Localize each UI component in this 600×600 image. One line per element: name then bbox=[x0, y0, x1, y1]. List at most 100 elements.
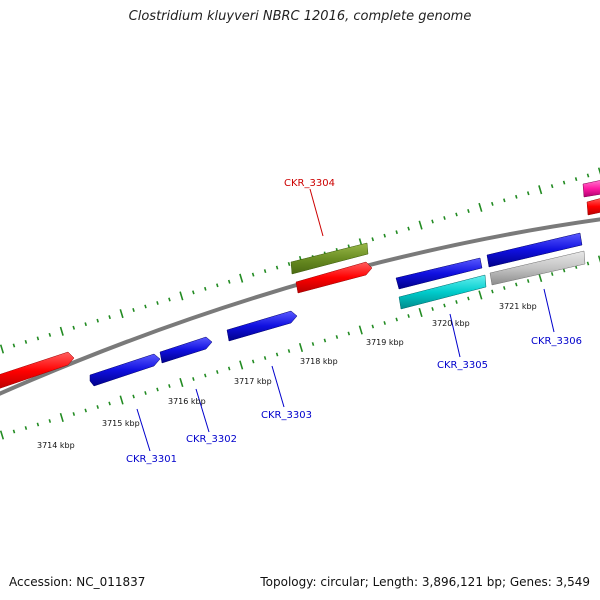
feature-ckr-3302 bbox=[159, 336, 213, 364]
major-tick bbox=[418, 220, 423, 230]
major-tick bbox=[59, 412, 64, 423]
minor-tick bbox=[132, 394, 135, 399]
minor-tick bbox=[287, 349, 291, 353]
leader-ckr-3306 bbox=[543, 288, 555, 333]
minor-tick bbox=[515, 282, 518, 287]
minor-tick bbox=[24, 339, 28, 344]
minor-tick bbox=[395, 317, 398, 322]
major-tick bbox=[538, 272, 543, 283]
minor-tick bbox=[24, 426, 28, 430]
minor-tick bbox=[168, 384, 171, 388]
major-tick bbox=[119, 309, 124, 319]
minor-tick bbox=[526, 279, 530, 283]
minor-tick bbox=[287, 262, 291, 267]
major-tick bbox=[239, 273, 244, 283]
minor-tick bbox=[36, 422, 40, 427]
minor-tick bbox=[526, 191, 530, 196]
kbp-label-3715: 3715 kbp bbox=[102, 419, 140, 428]
minor-tick bbox=[84, 408, 87, 413]
minor-tick bbox=[96, 318, 99, 323]
gene-label-ckr-3304[interactable]: CKR_3304 bbox=[284, 178, 335, 189]
minor-tick bbox=[168, 297, 171, 302]
kbp-label-3718: 3718 kbp bbox=[300, 357, 338, 366]
leader-ckr-3304 bbox=[309, 188, 324, 237]
major-tick bbox=[418, 307, 423, 318]
minor-tick bbox=[395, 230, 398, 235]
leader-ckr-3301 bbox=[136, 408, 151, 452]
gene-label-ckr-3305[interactable]: CKR_3305 bbox=[437, 360, 488, 371]
minor-tick bbox=[156, 301, 159, 305]
minor-tick bbox=[347, 331, 351, 336]
minor-tick bbox=[275, 352, 279, 357]
tick-ring-inner bbox=[0, 255, 600, 440]
minor-tick bbox=[503, 198, 506, 203]
minor-tick bbox=[323, 338, 327, 343]
minor-tick bbox=[156, 387, 159, 392]
minor-tick bbox=[586, 261, 590, 266]
minor-tick bbox=[251, 272, 255, 277]
minor-tick bbox=[491, 201, 494, 206]
major-tick bbox=[597, 255, 600, 263]
kbp-label-3716: 3716 kbp bbox=[168, 397, 206, 406]
minor-tick bbox=[443, 216, 446, 220]
minor-tick bbox=[383, 233, 386, 238]
leader-ckr-3302 bbox=[195, 388, 210, 433]
minor-tick bbox=[204, 286, 207, 291]
minor-tick bbox=[562, 268, 566, 273]
minor-tick bbox=[72, 325, 76, 330]
minor-tick bbox=[12, 343, 16, 348]
feature-magenta-edge bbox=[582, 180, 600, 198]
gene-label-ckr-3301[interactable]: CKR_3301 bbox=[126, 454, 177, 465]
tick-ring-outer bbox=[0, 167, 600, 354]
major-tick bbox=[0, 430, 5, 440]
minor-tick bbox=[227, 279, 231, 284]
minor-tick bbox=[216, 283, 219, 288]
minor-tick bbox=[48, 419, 52, 423]
minor-tick bbox=[36, 336, 40, 341]
major-tick bbox=[239, 360, 244, 370]
major-tick bbox=[298, 342, 304, 353]
major-tick bbox=[478, 202, 483, 212]
leader-ckr-3303 bbox=[271, 365, 285, 408]
feature-ckr-3301 bbox=[89, 353, 161, 387]
minor-tick bbox=[275, 265, 279, 270]
gene-label-ckr-3303[interactable]: CKR_3303 bbox=[261, 410, 312, 421]
kbp-label-3721: 3721 kbp bbox=[499, 302, 537, 311]
minor-tick bbox=[251, 359, 255, 364]
minor-tick bbox=[192, 290, 195, 295]
feature-red-middle bbox=[295, 261, 373, 294]
minor-tick bbox=[407, 226, 410, 231]
minor-tick bbox=[335, 335, 339, 339]
minor-tick bbox=[108, 315, 111, 320]
major-tick bbox=[597, 167, 600, 175]
major-tick bbox=[478, 290, 483, 300]
minor-tick bbox=[371, 237, 375, 242]
gene-label-ckr-3302[interactable]: CKR_3302 bbox=[186, 434, 237, 445]
minor-tick bbox=[144, 304, 147, 309]
minor-tick bbox=[491, 289, 494, 294]
minor-tick bbox=[84, 322, 87, 327]
minor-tick bbox=[96, 405, 99, 409]
feature-ckr-3305 bbox=[395, 257, 483, 290]
minor-tick bbox=[455, 300, 458, 304]
minor-tick bbox=[12, 429, 16, 434]
minor-tick bbox=[550, 272, 554, 276]
feature-ckr-3304 bbox=[290, 242, 369, 275]
minor-tick bbox=[467, 208, 470, 213]
minor-tick bbox=[227, 366, 231, 371]
major-tick bbox=[179, 291, 184, 301]
major-tick bbox=[358, 325, 363, 335]
gene-label-ckr-3306[interactable]: CKR_3306 bbox=[531, 336, 582, 347]
minor-tick bbox=[467, 296, 470, 301]
minor-tick bbox=[48, 332, 52, 337]
minor-tick bbox=[550, 184, 554, 189]
minor-tick bbox=[204, 373, 207, 378]
leader-ckr-3305 bbox=[449, 313, 461, 358]
minor-tick bbox=[263, 356, 267, 360]
minor-tick bbox=[443, 303, 446, 308]
kbp-label-3719: 3719 kbp bbox=[366, 338, 404, 347]
minor-tick bbox=[216, 370, 219, 374]
minor-tick bbox=[192, 377, 195, 381]
kbp-label-3717: 3717 kbp bbox=[234, 377, 272, 386]
kbp-label-3720: 3720 kbp bbox=[432, 319, 470, 328]
